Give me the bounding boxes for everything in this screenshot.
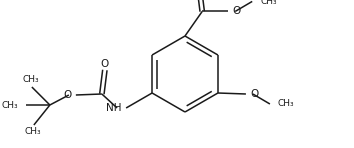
Text: O: O	[64, 90, 72, 100]
Text: CH₃: CH₃	[278, 99, 295, 108]
Text: O: O	[101, 59, 109, 69]
Text: O: O	[250, 89, 258, 99]
Text: NH: NH	[105, 103, 121, 113]
Text: O: O	[232, 6, 240, 16]
Text: CH₃: CH₃	[24, 127, 41, 136]
Text: CH₃: CH₃	[260, 0, 277, 6]
Text: CH₃: CH₃	[1, 100, 18, 110]
Text: CH₃: CH₃	[23, 75, 39, 85]
